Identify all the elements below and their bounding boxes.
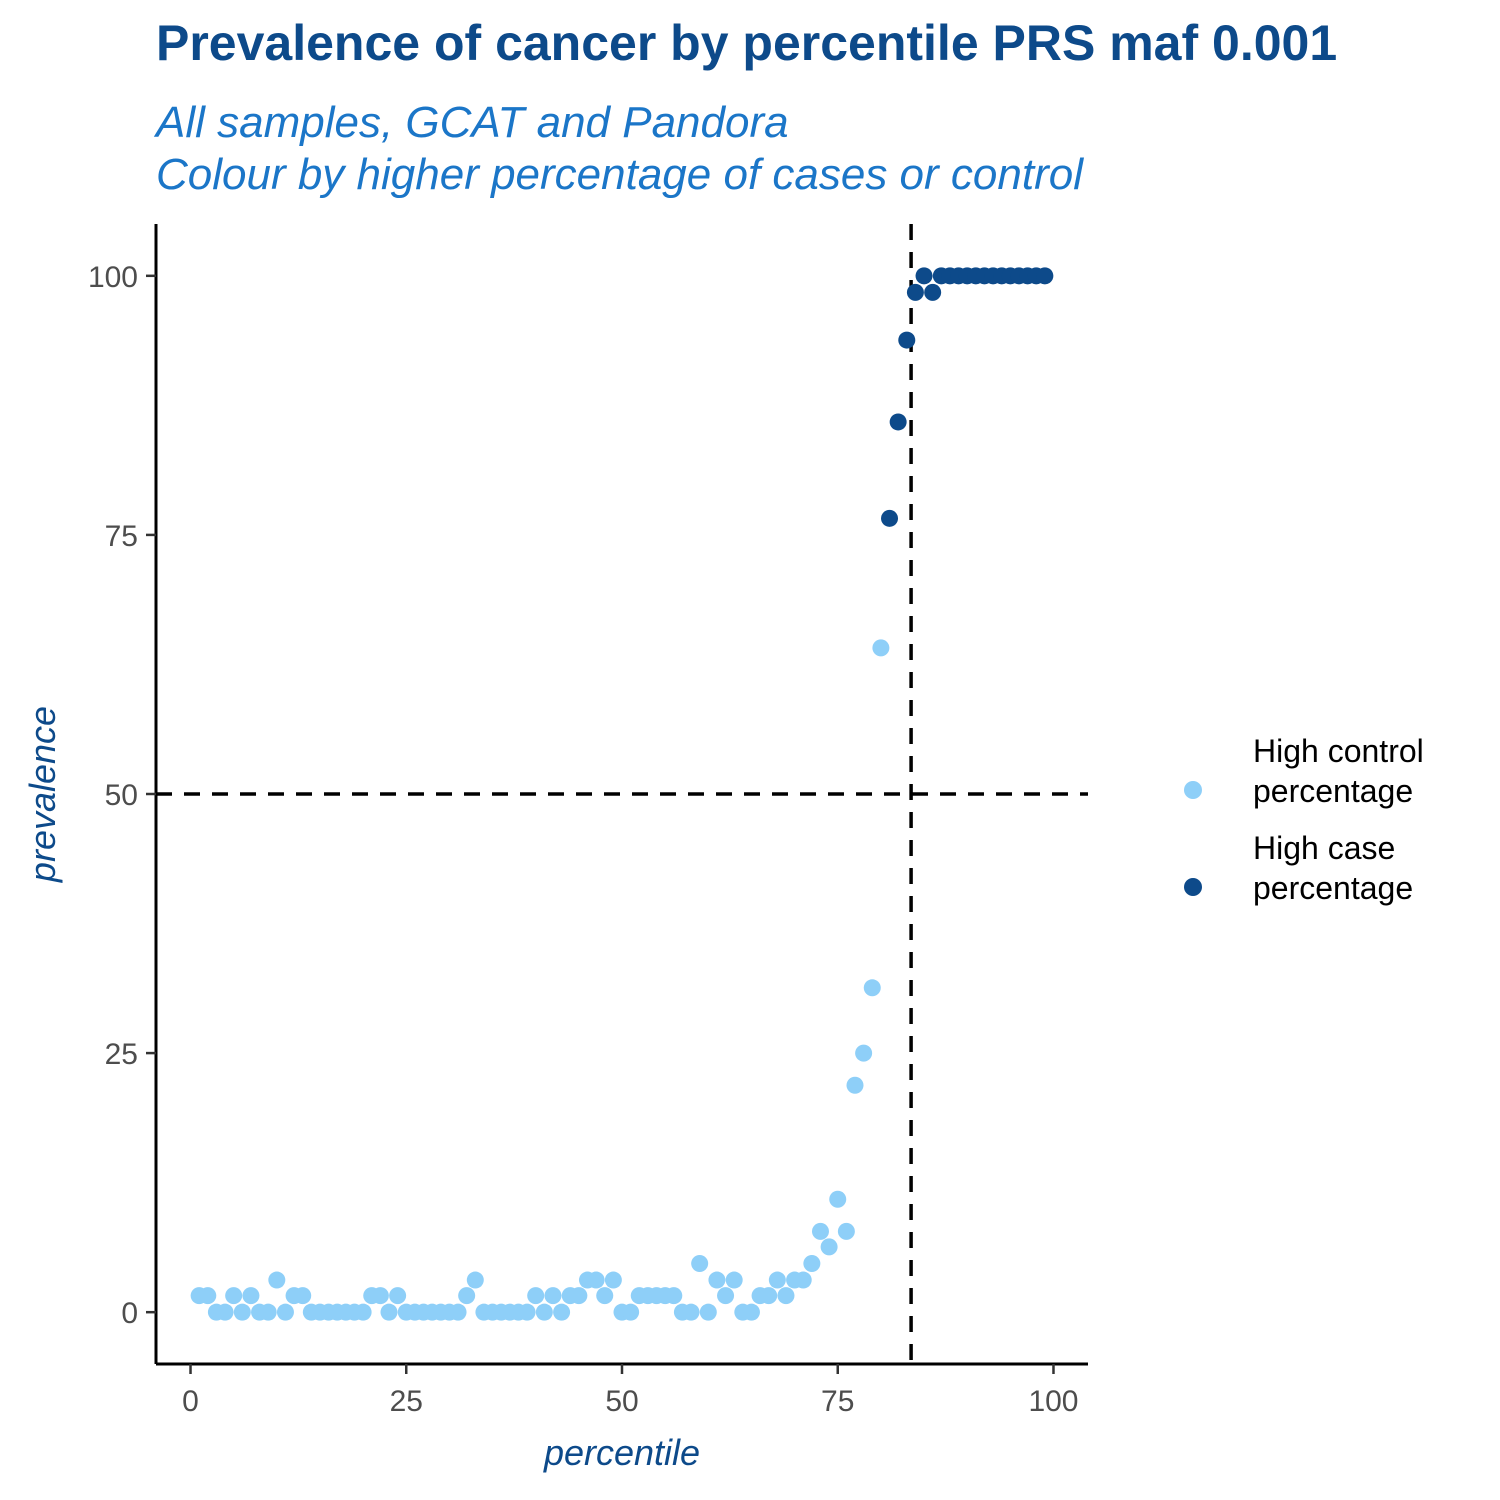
data-point-high-control [872,639,890,657]
data-point-high-control [846,1076,864,1094]
data-point-high-control [371,1287,389,1305]
x-tick-label: 50 [605,1385,638,1418]
data-point-high-control [665,1287,683,1305]
data-point-high-control [458,1287,476,1305]
data-point-high-control [225,1287,243,1305]
data-point-high-control [535,1303,553,1321]
data-point-high-control [699,1303,717,1321]
data-point-high-control [829,1190,847,1208]
x-tick-label: 0 [182,1385,199,1418]
data-point-high-control [708,1271,726,1289]
reference-lines [156,224,1088,1364]
legend-key-high-case [1184,878,1202,896]
y-tick-label: 100 [88,261,138,294]
data-point-high-control [216,1303,234,1321]
data-point-high-control [553,1303,571,1321]
legend-label-high-case: High case percentage [1253,830,1413,906]
data-points [190,267,1054,1321]
data-point-high-case [898,331,916,349]
data-point-high-control [380,1303,398,1321]
data-point-high-control [855,1044,873,1062]
data-point-high-control [294,1287,312,1305]
data-point-high-control [587,1271,605,1289]
data-point-high-control [794,1271,812,1289]
data-point-high-control [820,1238,838,1256]
y-tick-label: 0 [121,1297,138,1330]
data-point-high-control [544,1287,562,1305]
data-point-high-control [449,1303,467,1321]
data-point-high-control [268,1271,286,1289]
y-tick-label: 50 [105,779,138,812]
data-point-high-control [622,1303,640,1321]
data-point-high-control [811,1222,829,1240]
data-point-high-control [259,1303,277,1321]
data-point-high-case [924,283,942,301]
data-point-high-control [725,1271,743,1289]
data-point-high-control [691,1254,709,1272]
data-point-high-case [915,267,933,285]
data-point-high-control [682,1303,700,1321]
data-point-high-control [604,1271,622,1289]
data-point-high-case [881,509,899,527]
chart-subtitle-line-2: Colour by higher percentage of cases or … [156,150,1083,199]
data-point-high-control [466,1271,484,1289]
data-point-high-control [717,1287,735,1305]
data-point-high-control [570,1287,588,1305]
y-tick-label: 25 [105,1038,138,1071]
data-point-high-control [837,1222,855,1240]
x-tick-label: 75 [821,1385,854,1418]
y-tick-label: 75 [105,520,138,553]
data-point-high-control [863,979,881,997]
data-point-high-control [803,1254,821,1272]
data-point-high-control [233,1303,251,1321]
legend-label-high-control: High control percentage [1253,733,1424,809]
data-point-high-case [889,413,907,431]
chart-title: Prevalence of cancer by percentile PRS m… [156,15,1338,71]
data-point-high-control [518,1303,536,1321]
data-point-high-control [354,1303,372,1321]
data-point-high-control [527,1287,545,1305]
data-point-high-case [906,283,924,301]
x-tick-label: 100 [1028,1385,1078,1418]
data-point-high-control [199,1287,217,1305]
legend-key-high-control [1184,781,1202,799]
legend: High control percentage High case percentag… [1184,733,1424,906]
data-point-high-control [242,1287,260,1305]
data-point-high-control [389,1287,407,1305]
data-point-high-control [596,1287,614,1305]
data-point-high-control [760,1287,778,1305]
y-axis-title: prevalence [22,706,63,883]
data-point-high-control [768,1271,786,1289]
chart-subtitle-line-1: All samples, GCAT and Pandora [156,98,789,147]
x-tick-label: 25 [390,1385,423,1418]
x-axis-title: percentile [543,1432,700,1473]
data-point-high-control [777,1287,795,1305]
data-point-high-case [1036,267,1054,285]
data-point-high-control [742,1303,760,1321]
axes: 0 25 50 75 100 0 25 50 75 100 percentile prevalence [22,224,1088,1473]
data-point-high-control [276,1303,294,1321]
